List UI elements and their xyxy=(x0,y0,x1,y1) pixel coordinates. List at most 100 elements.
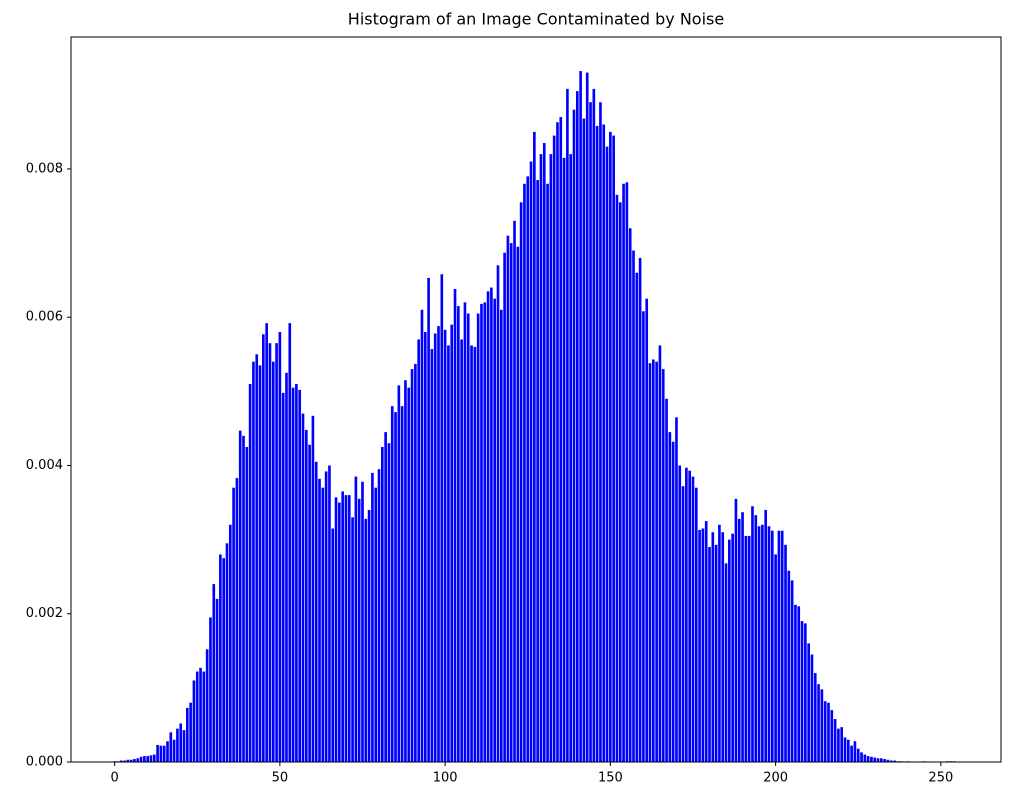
bar xyxy=(731,533,734,762)
bar xyxy=(285,372,288,762)
x-tick-label: 100 xyxy=(433,771,458,786)
bar xyxy=(671,441,675,762)
bar xyxy=(129,759,133,762)
bar xyxy=(665,398,668,762)
bar xyxy=(860,752,863,762)
bar xyxy=(318,478,321,762)
bar xyxy=(536,180,539,762)
x-tick-label: 150 xyxy=(598,771,623,786)
bar xyxy=(599,102,602,763)
bar xyxy=(215,598,219,762)
bar xyxy=(863,754,867,762)
bar xyxy=(556,122,559,763)
bar xyxy=(334,497,338,762)
bar xyxy=(394,412,397,762)
bar xyxy=(192,680,196,762)
bar xyxy=(232,487,235,762)
bar xyxy=(268,343,272,762)
bar xyxy=(219,554,222,762)
bar xyxy=(889,760,893,762)
bar xyxy=(255,354,259,762)
bar xyxy=(341,491,344,762)
bar xyxy=(850,745,853,762)
bar xyxy=(354,476,358,762)
bar xyxy=(628,228,632,762)
bar xyxy=(480,303,483,762)
bar xyxy=(447,345,450,762)
bar xyxy=(523,183,526,762)
bar xyxy=(734,498,738,762)
bar xyxy=(288,323,292,762)
bar xyxy=(562,157,566,763)
bar xyxy=(199,667,202,762)
bar xyxy=(645,298,649,762)
bar xyxy=(625,182,629,763)
x-tick-label: 200 xyxy=(763,771,788,786)
bar xyxy=(344,495,348,762)
bar xyxy=(331,528,335,762)
bar xyxy=(823,701,827,762)
bar xyxy=(404,380,407,762)
bar xyxy=(622,183,625,762)
bar xyxy=(143,756,146,762)
bar xyxy=(314,461,318,762)
bar xyxy=(463,302,467,762)
bar xyxy=(496,265,500,762)
bar xyxy=(612,135,615,763)
bar xyxy=(381,446,384,762)
bar xyxy=(873,757,877,762)
bar xyxy=(658,345,662,762)
bar xyxy=(526,176,530,762)
bar xyxy=(123,760,126,762)
bar xyxy=(701,528,705,762)
bar xyxy=(466,313,470,762)
bar xyxy=(258,365,262,762)
y-tick-label: 0.002 xyxy=(26,606,63,621)
bar xyxy=(833,719,837,762)
bar xyxy=(609,131,612,763)
bar xyxy=(205,649,209,762)
bar xyxy=(179,723,183,762)
bar xyxy=(265,323,268,762)
bar xyxy=(516,246,520,762)
bar xyxy=(371,472,374,762)
bar xyxy=(804,623,807,762)
bar xyxy=(777,530,781,762)
bar xyxy=(853,741,857,762)
bar xyxy=(486,291,490,762)
bar xyxy=(728,539,731,762)
bar xyxy=(807,643,810,762)
bar xyxy=(225,543,229,762)
bar xyxy=(539,154,543,763)
bar xyxy=(235,478,239,762)
bar xyxy=(222,558,226,762)
bar xyxy=(476,313,480,762)
y-tick-label: 0.008 xyxy=(26,161,63,176)
bar xyxy=(328,465,331,762)
bar xyxy=(546,183,549,762)
bar xyxy=(566,88,569,763)
bar xyxy=(595,125,599,763)
bar xyxy=(367,509,371,762)
bar xyxy=(509,243,513,762)
bar xyxy=(338,502,341,762)
bar xyxy=(840,727,844,762)
bar xyxy=(846,739,850,762)
chart-title: Histogram of an Image Contaminated by No… xyxy=(348,10,724,29)
bar xyxy=(443,329,447,762)
bar xyxy=(642,311,645,762)
bar xyxy=(450,324,454,762)
plot-frame xyxy=(70,36,1002,763)
bar xyxy=(176,728,179,762)
bar xyxy=(182,730,186,762)
bar xyxy=(503,252,506,762)
bar xyxy=(275,343,278,762)
bar xyxy=(589,102,592,763)
bar xyxy=(513,220,516,762)
bar xyxy=(648,363,652,762)
bar xyxy=(810,654,814,762)
bar xyxy=(754,515,758,762)
bar xyxy=(883,759,886,762)
bar xyxy=(390,406,394,762)
bar xyxy=(837,728,840,762)
